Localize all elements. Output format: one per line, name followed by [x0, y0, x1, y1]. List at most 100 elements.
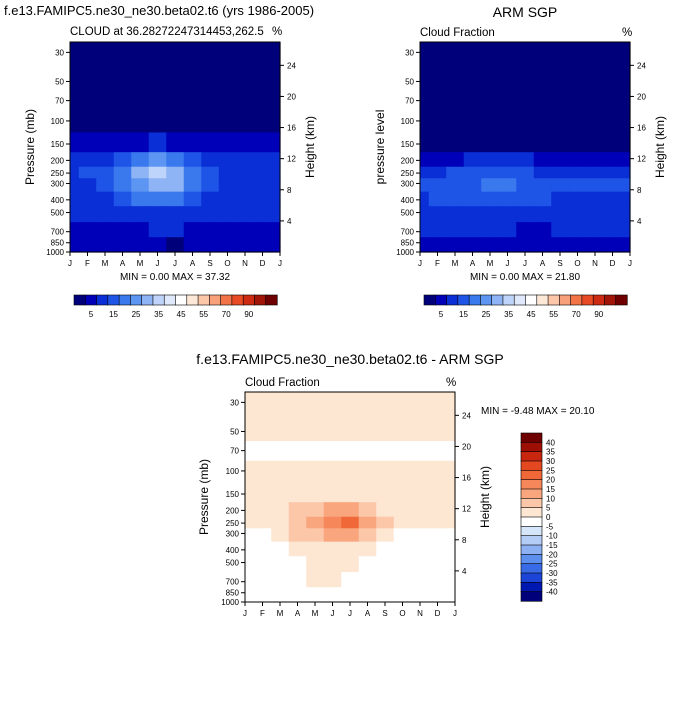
- heatmap-cell: [446, 152, 465, 168]
- pressure-tick-label: 250: [51, 169, 65, 178]
- heatmap-cell: [603, 178, 622, 193]
- heatmap-cell: [420, 191, 430, 207]
- heatmap-cell: [446, 516, 456, 529]
- heatmap-cell: [218, 91, 237, 112]
- heatmap-cell: [551, 110, 570, 134]
- diff-panel-left-label: Cloud Fraction: [245, 377, 320, 389]
- heatmap-cell: [481, 178, 500, 193]
- heatmap-cell: [446, 587, 456, 598]
- heatmap-cell: [516, 152, 535, 168]
- heatmap-cell: [551, 132, 570, 153]
- colorbar-swatch: [547, 294, 560, 306]
- heatmap-cell: [551, 166, 570, 179]
- diff-height-axis-label: Height (km): [478, 466, 492, 528]
- heatmap-cell: [253, 42, 272, 68]
- heatmap-cell: [245, 502, 255, 518]
- heatmap-cell: [621, 91, 631, 112]
- height-tick-label: 4: [287, 217, 292, 226]
- heatmap-cell: [131, 132, 150, 153]
- heatmap-cell: [253, 441, 272, 462]
- colorbar-swatch: [615, 294, 628, 306]
- heatmap-cell: [533, 42, 552, 68]
- heatmap-cell: [358, 556, 377, 573]
- pressure-tick-label: 70: [230, 447, 239, 456]
- heatmap-cell: [428, 441, 447, 462]
- heatmap-cell: [183, 237, 202, 248]
- heatmap-cell: [288, 392, 307, 418]
- heatmap-cell: [428, 587, 447, 598]
- heatmap-cell: [253, 166, 272, 179]
- heatmap-cell: [306, 460, 325, 484]
- heatmap-cell: [446, 222, 465, 238]
- heatmap-cell: [271, 191, 281, 207]
- heatmap-cell: [245, 392, 255, 418]
- colorbar-label: 70: [222, 310, 231, 319]
- heatmap-cell: [341, 587, 360, 598]
- heatmap-cell: [376, 556, 395, 573]
- pressure-tick-label: 1000: [46, 248, 64, 257]
- heatmap-cell: [271, 42, 281, 68]
- heatmap-cell: [498, 247, 517, 253]
- heatmap-cell: [148, 191, 167, 207]
- colorbar-label: 35: [546, 448, 555, 457]
- heatmap-cell: [446, 91, 465, 112]
- heatmap-cell: [70, 247, 80, 253]
- heatmap-cell: [358, 502, 377, 518]
- colorbar-swatch: [118, 294, 131, 306]
- heatmap-cell: [323, 460, 342, 484]
- heatmap-cell: [218, 66, 237, 92]
- heatmap-cell: [148, 91, 167, 112]
- heatmap-cell: [428, 460, 447, 484]
- heatmap-cell: [183, 66, 202, 92]
- heatmap-cell: [253, 237, 272, 248]
- colorbar-label: -20: [546, 550, 558, 559]
- heatmap-cell: [70, 222, 80, 238]
- heatmap-cell: [113, 152, 132, 168]
- colorbar-label: 15: [459, 310, 468, 319]
- heatmap-cell: [341, 416, 360, 442]
- pressure-tick-label: 70: [55, 97, 64, 106]
- heatmap-cell: [393, 556, 412, 573]
- heatmap-cell: [533, 166, 552, 179]
- heatmap-cell: [428, 132, 447, 153]
- colorbar-swatch: [520, 507, 543, 518]
- heatmap-cell: [376, 416, 395, 442]
- heatmap-cell: [533, 222, 552, 238]
- month-tick-label: D: [435, 609, 441, 618]
- heatmap-cell: [306, 556, 325, 573]
- colorbar-label: 25: [482, 310, 491, 319]
- colorbar-label: 70: [572, 310, 581, 319]
- heatmap-cell: [446, 237, 465, 248]
- height-tick-label: 8: [637, 186, 642, 195]
- colorbar-label: 10: [546, 494, 555, 503]
- heatmap-cell: [393, 441, 412, 462]
- heatmap-cell: [551, 178, 570, 193]
- heatmap-cell: [621, 178, 631, 193]
- month-tick-label: M: [452, 259, 459, 268]
- heatmap-cell: [420, 237, 430, 248]
- colorbar-label: -5: [546, 522, 554, 531]
- heatmap-cell: [183, 110, 202, 134]
- heatmap-cell: [236, 206, 255, 223]
- colorbar-swatch: [520, 432, 543, 443]
- colorbar-swatch: [520, 442, 543, 453]
- heatmap-cell: [498, 178, 517, 193]
- heatmap-cell: [358, 597, 377, 603]
- month-tick-label: A: [470, 259, 476, 268]
- pressure-tick-label: 400: [401, 196, 415, 205]
- heatmap-cell: [533, 91, 552, 112]
- heatmap-cell: [183, 222, 202, 238]
- heatmap-cell: [341, 572, 360, 588]
- heatmap-cell: [428, 91, 447, 112]
- heatmap-cell: [253, 416, 272, 442]
- heatmap-cell: [218, 42, 237, 68]
- heatmap-cell: [166, 237, 185, 248]
- heatmap-cell: [148, 110, 167, 134]
- model-cloud-panel: f.e13.FAMIPC5.ne30_ne30.beta02.t6 (yrs 1…: [4, 3, 317, 319]
- month-tick-label: O: [399, 609, 405, 618]
- heatmap-cell: [218, 222, 237, 238]
- heatmap-cell: [568, 191, 587, 207]
- heatmap-cell: [253, 556, 272, 573]
- heatmap-cell: [271, 178, 281, 193]
